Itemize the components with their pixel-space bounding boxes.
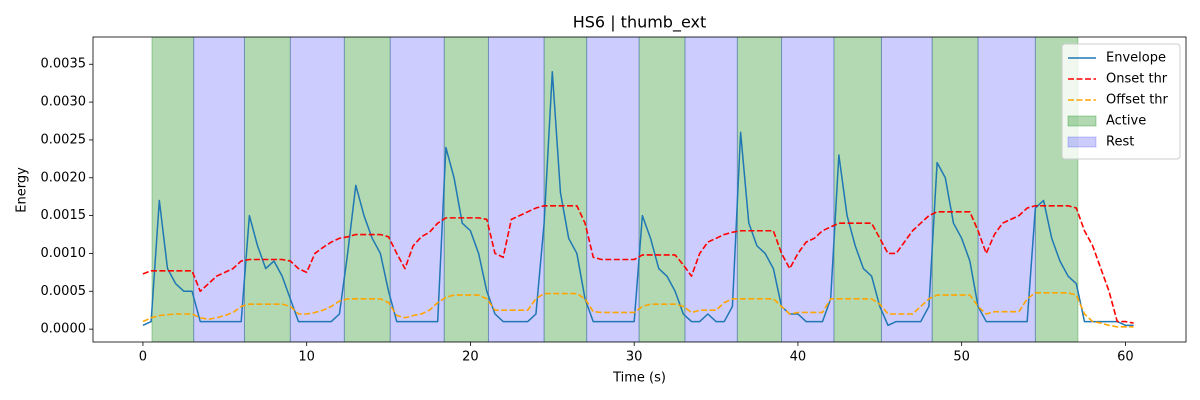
y-axis-label: Energy bbox=[15, 167, 30, 213]
x-tick-label: 0 bbox=[139, 350, 147, 365]
x-tick-label: 30 bbox=[626, 350, 643, 365]
span bbox=[977, 37, 1036, 342]
span bbox=[343, 37, 391, 342]
span bbox=[736, 37, 783, 342]
x-tick-label: 40 bbox=[790, 350, 807, 365]
span bbox=[487, 37, 545, 342]
y-tick-label: 0.0020 bbox=[41, 170, 87, 185]
y-tick-label: 0.0035 bbox=[41, 57, 87, 72]
span bbox=[151, 37, 195, 342]
line-series bbox=[142, 292, 1134, 328]
y-tick-label: 0.0030 bbox=[41, 95, 87, 110]
span bbox=[243, 37, 291, 342]
axes: 0 10 20 30 40 50 60 0.0000 0.0005 0.0010 0.0015 0.0… bbox=[41, 36, 1187, 365]
legend-label: Offset thr bbox=[1106, 93, 1169, 108]
plot-frame bbox=[92, 36, 1187, 343]
legend-label: Rest bbox=[1106, 135, 1134, 150]
lines bbox=[142, 71, 1134, 328]
legend-label: Onset thr bbox=[1106, 72, 1168, 87]
y-tick-label: 0.0000 bbox=[41, 322, 87, 337]
legend-patch bbox=[1067, 136, 1097, 148]
legend-patch bbox=[1067, 115, 1097, 127]
span bbox=[389, 37, 445, 342]
span bbox=[833, 37, 882, 342]
span bbox=[586, 37, 640, 342]
span bbox=[684, 37, 738, 342]
y-tick-label: 0.0005 bbox=[41, 284, 87, 299]
y-tick-label: 0.0010 bbox=[41, 246, 87, 261]
line-series bbox=[142, 71, 1134, 327]
span bbox=[193, 37, 245, 342]
x-axis-label: Time (s) bbox=[612, 371, 666, 386]
span bbox=[880, 37, 933, 342]
line-series bbox=[142, 204, 1134, 324]
legend-label: Envelope bbox=[1106, 51, 1166, 66]
x-tick-label: 10 bbox=[298, 350, 315, 365]
span bbox=[931, 37, 979, 342]
legend-box bbox=[1061, 43, 1181, 160]
span bbox=[781, 37, 835, 342]
y-tick-label: 0.0025 bbox=[41, 132, 87, 147]
chart-title: HS6 | thumb_ext bbox=[573, 13, 707, 33]
x-tick-label: 50 bbox=[953, 350, 970, 365]
y-tick-label: 0.0015 bbox=[41, 208, 87, 223]
span bbox=[289, 37, 345, 342]
spans bbox=[151, 37, 1079, 342]
x-tick-label: 60 bbox=[1117, 350, 1134, 365]
span bbox=[638, 37, 686, 342]
legend: Envelope Onset thr Offset thr Active Rest bbox=[1061, 43, 1181, 160]
x-tick-label: 20 bbox=[462, 350, 479, 365]
legend-label: Active bbox=[1106, 114, 1146, 129]
